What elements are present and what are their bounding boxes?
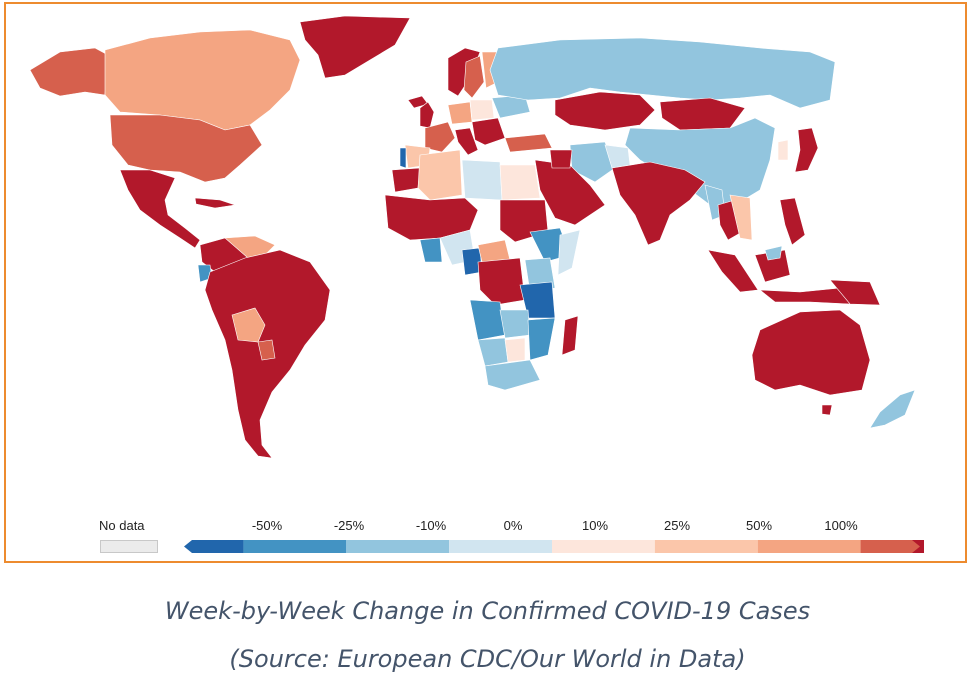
region-drc	[477, 257, 526, 306]
legend-bin	[552, 540, 655, 553]
legend-bin	[184, 540, 244, 553]
legend-bin	[346, 540, 450, 553]
legend-tick: 100%	[824, 518, 858, 533]
legend-tick: -50%	[251, 518, 283, 533]
region-poland	[469, 99, 495, 121]
region-tasmania	[821, 404, 833, 416]
region-egypt	[499, 164, 541, 201]
region-italy	[454, 127, 479, 156]
region-new-zealand	[869, 389, 916, 429]
legend-tick: -25%	[333, 518, 365, 533]
region-sumatra	[707, 249, 759, 293]
legend-bin	[243, 540, 347, 553]
region-saudi-arabia	[534, 159, 606, 226]
region-russia	[489, 37, 836, 109]
region-car	[477, 239, 511, 263]
region-mongolia	[659, 97, 746, 131]
region-korea	[777, 139, 789, 161]
region-usa	[109, 114, 263, 183]
legend-tick: 10%	[581, 518, 609, 533]
legend-no-data-swatch	[100, 540, 158, 553]
legend-tick: 50%	[745, 518, 773, 533]
region-portugal	[399, 147, 407, 169]
legend-bin	[860, 540, 924, 553]
region-canada	[104, 29, 301, 131]
region-uk	[419, 101, 435, 129]
region-morocco	[391, 167, 421, 193]
region-paraguay	[257, 339, 276, 361]
region-france	[424, 121, 456, 153]
region-kazakhstan	[554, 91, 656, 131]
region-balkans	[471, 117, 506, 146]
region-algeria	[417, 149, 463, 201]
region-mexico	[119, 169, 201, 249]
legend-tick: 0%	[503, 518, 523, 533]
region-iran	[569, 141, 616, 183]
region-sweden	[463, 55, 485, 99]
legend-bin	[757, 540, 861, 553]
region-botswana	[504, 337, 526, 363]
caption-source: (Source: European CDC/Our World in Data)	[229, 645, 746, 673]
region-japan	[794, 127, 819, 173]
region-somalia	[557, 229, 581, 276]
legend-tick: -10%	[415, 518, 447, 533]
region-libya	[461, 159, 503, 201]
region-namibia	[477, 337, 509, 367]
region-bolivia	[231, 307, 266, 343]
region-zambia	[499, 309, 531, 339]
region-australia	[751, 309, 871, 396]
caption-title: Week-by-Week Change in Confirmed COVID-1…	[164, 597, 811, 625]
region-ghana	[419, 237, 443, 263]
legend-color-bar	[184, 540, 924, 553]
region-mozambique	[527, 317, 556, 361]
region-caribbean	[194, 197, 236, 209]
region-madagascar	[561, 315, 579, 356]
region-turkey	[504, 133, 553, 153]
region-alaska	[29, 47, 109, 97]
legend-bin	[912, 540, 924, 553]
region-germany	[447, 101, 473, 125]
region-png	[829, 279, 881, 306]
legend-no-data-label: No data	[99, 518, 145, 533]
region-india	[611, 161, 706, 246]
region-angola	[469, 299, 506, 341]
legend-bin	[654, 540, 758, 553]
world-map	[29, 15, 916, 459]
legend-tick: 25%	[663, 518, 691, 533]
region-philippines	[779, 197, 806, 246]
legend-bin	[449, 540, 552, 553]
region-iraq	[549, 149, 573, 169]
region-south-africa	[484, 359, 541, 391]
region-vietnam	[729, 194, 753, 241]
region-venezuela	[224, 235, 276, 259]
region-greenland	[299, 15, 411, 79]
region-malaysia-borneo	[764, 245, 783, 261]
